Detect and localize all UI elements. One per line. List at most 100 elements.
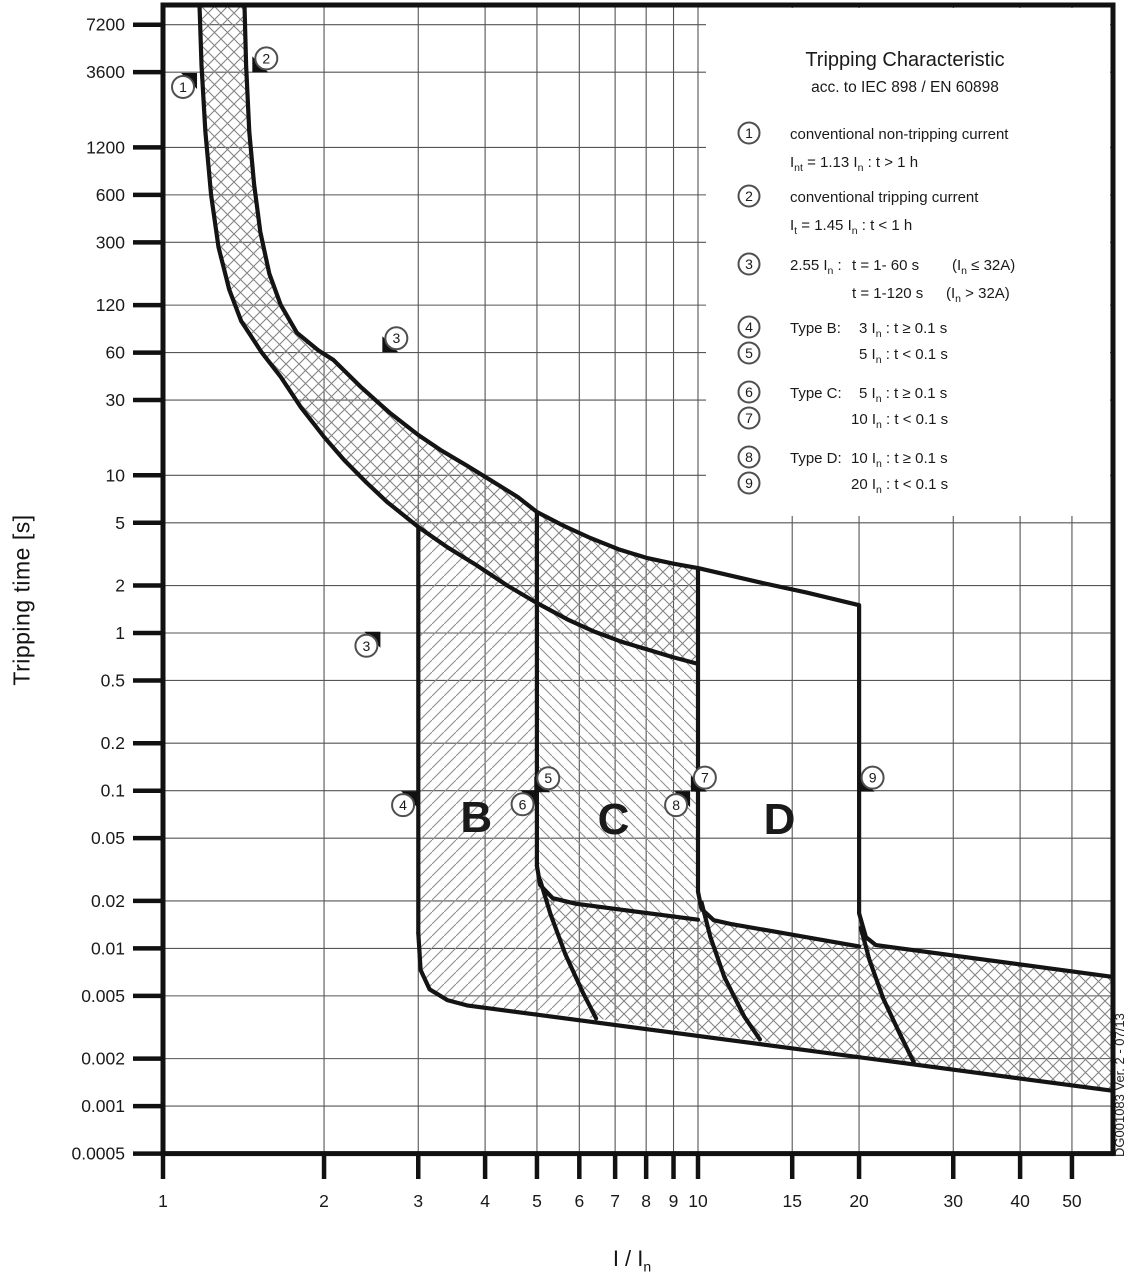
tick-label-y-1200: 1200 [86,137,125,157]
tick-label-y-0.0005: 0.0005 [71,1144,125,1164]
x-axis-title-main: I / I [612,1246,644,1271]
tick-label-x-2: 2 [319,1191,329,1211]
legend-item-2-text-1: It = 1.45 In : t < 1 h [790,217,912,237]
tick-label-y-0.002: 0.002 [81,1049,125,1069]
tick-label-y-5: 5 [115,513,125,533]
tick-label-x-20: 20 [849,1191,869,1211]
legend-background [706,8,1110,516]
dive-5In [538,878,599,1021]
tick-label-y-300: 300 [96,232,125,252]
marker-9-9-circle [860,765,885,790]
tick-label-y-2: 2 [115,576,125,596]
tick-label-x-1: 1 [158,1191,168,1211]
legend-item-1-text-0: conventional non-tripping current [790,126,1009,143]
legend-item-4-circle [737,315,761,339]
marker-1-0-circle [171,74,196,99]
magnetic-trip-band [536,865,1114,1091]
legend-item-7-text-0: 10 In : t < 0.1 s [851,411,948,431]
tick-label-x-15: 15 [782,1191,801,1211]
tick-label-y-7200: 7200 [86,15,125,35]
marker-8-8-circle [664,793,689,818]
legend-item-2-number: 2 [745,188,753,204]
region-label-C: C [598,795,630,844]
plot-border [160,2,1116,1157]
tick-label-x-10: 10 [688,1191,708,1211]
legend-item-8-circle [737,445,761,469]
marker-4-4-number: 4 [399,797,407,813]
tick-label-x-3: 3 [413,1191,423,1211]
legend-item-1-circle [737,121,761,145]
legend-item-3-text-1: t = 1- 60 s [852,257,919,274]
x-axis-title-subscript: n [643,1258,652,1275]
tick-label-y-0.001: 0.001 [81,1096,125,1116]
marker-1-0-number: 1 [179,79,187,95]
tick-label-y-1: 1 [115,623,125,643]
legend-item-4-text-0: Type B: [790,320,841,337]
legend-item-5-circle [737,341,761,365]
marker-6-6-number: 6 [519,796,527,812]
region-c-fill [536,603,698,920]
marker-3-3-circle [354,633,379,658]
tick-label-x-5: 5 [532,1191,542,1211]
legend-item-3-text-2: (In ≤ 32A) [952,257,1015,277]
tick-label-y-0.005: 0.005 [81,986,125,1006]
marker-7-7-circle [692,765,717,790]
legend-item-7-circle [737,406,761,430]
tick-label-x-40: 40 [1010,1191,1030,1211]
legend-item-8-number: 8 [745,449,753,465]
tick-label-y-0.01: 0.01 [91,938,125,958]
legend-backdrop [706,8,1110,516]
curve-2-tripping [242,2,701,571]
legend-item-6-text-0: Type C: [790,385,842,402]
legend-subtitle: acc. to IEC 898 / EN 60898 [811,79,999,96]
tick-label-x-30: 30 [944,1191,964,1211]
legend-item-2-circle [737,184,761,208]
legend-item-6-circle [737,380,761,404]
legend-item-9-circle [737,471,761,495]
tick-label-y-10: 10 [106,465,126,485]
tick-label-y-3600: 3600 [86,62,125,82]
hatched-regions [199,5,1114,1091]
legend-item-6-text-1: 5 In : t ≥ 0.1 s [859,385,947,405]
tick-label-y-120: 120 [96,295,125,315]
marker-9-9-number: 9 [869,770,877,786]
tick-label-y-0.1: 0.1 [101,781,125,801]
magnetic-top-b [534,863,701,922]
characteristic-curves [197,2,1116,1093]
legend-item-4-number: 4 [745,319,753,335]
tick-label-x-9: 9 [669,1191,679,1211]
marker-3-2-circle [384,326,409,351]
x-axis-title: I / In [613,1246,651,1274]
thermal-tolerance-band [199,5,698,664]
legend: Tripping Characteristic acc. to IEC 898 /… [737,49,1015,496]
region-label-B: B [460,793,492,842]
tick-label-x-6: 6 [574,1191,584,1211]
curve-1-non-tripping [197,2,701,666]
legend-item-8-text-0: Type D: [790,450,842,467]
marker-8-8-number: 8 [672,797,680,813]
marker-2-1-circle [254,46,279,71]
marker-5-5-circle [536,766,561,791]
legend-item-3-number: 3 [745,256,753,272]
tick-label-x-50: 50 [1062,1191,1082,1211]
marker-6-6-circle [510,792,535,817]
legend-item-2-text-0: conventional tripping current [790,189,979,206]
dive-10In [699,900,762,1042]
legend-item-5-text-0: 5 In : t < 0.1 s [859,346,948,366]
axis-ticks-and-labels: 7200360012006003001206030105210.50.20.10… [71,15,1081,1211]
document-reference-note: DG001083 Ver. 2 - 07/13 [1112,1013,1127,1157]
y-axis-title: Tripping time [s] [8,514,35,686]
legend-item-8-text-1: 10 In : t ≥ 0.1 s [851,450,948,470]
plot-frame [160,2,1116,1157]
legend-title: Tripping Characteristic [805,49,1004,71]
tick-label-y-30: 30 [106,390,126,410]
legend-item-1-number: 1 [745,125,753,141]
marker-3-3-number: 3 [363,638,371,654]
tick-label-y-0.2: 0.2 [101,733,125,753]
region-b-fill [418,527,597,1019]
tick-label-x-7: 7 [610,1191,620,1211]
legend-item-6-number: 6 [745,384,753,400]
marker-3-2-number: 3 [392,330,400,346]
legend-item-3-text-4: (In > 32A) [946,285,1010,305]
